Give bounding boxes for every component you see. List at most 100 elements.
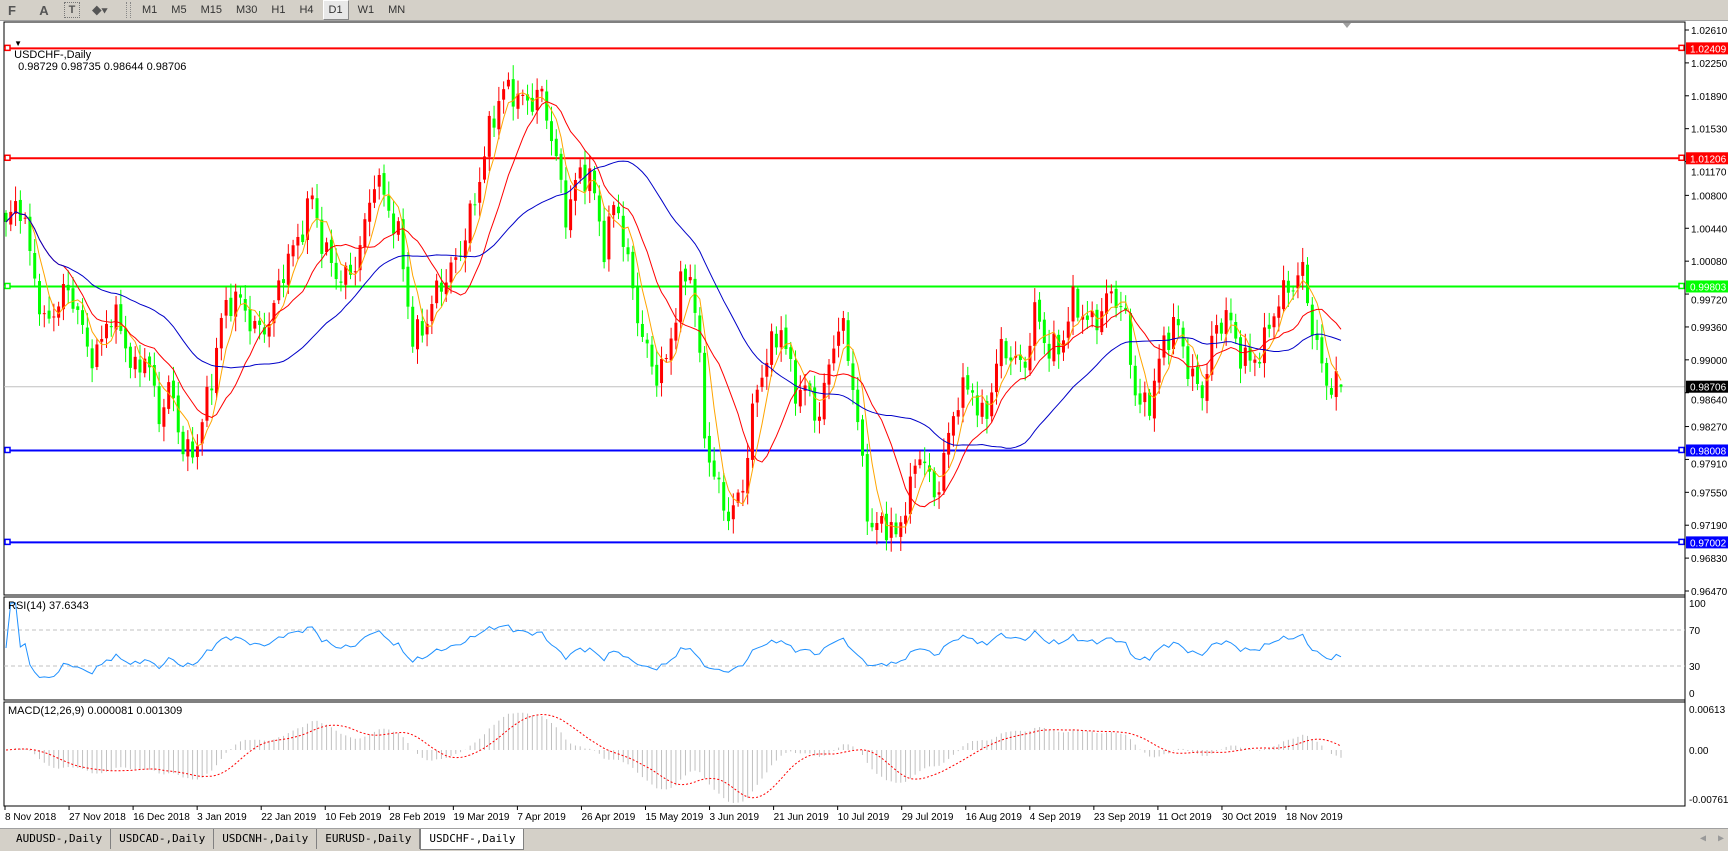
candle-body — [18, 199, 22, 222]
candle-body — [554, 138, 558, 157]
timeframe-m1[interactable]: M1 — [142, 4, 158, 16]
candle-body — [861, 419, 865, 456]
rsi-axis-label: 30 — [1689, 662, 1701, 673]
line-price-label-bg — [1686, 152, 1728, 165]
collapse-triangle-icon[interactable]: ▼ — [14, 39, 23, 48]
timeframe-w1[interactable]: W1 — [357, 4, 375, 16]
candle-body — [406, 266, 410, 307]
ohlc-values: 0.98729 0.98735 0.98644 0.98706 — [18, 61, 187, 73]
tab-usdchf[interactable]: USDCHF-,Daily — [420, 829, 525, 850]
candle-body — [396, 221, 400, 235]
candle-body — [210, 388, 214, 391]
macd-label: MACD(12,26,9) 0.000081 0.001309 — [8, 705, 183, 717]
candle-body — [272, 302, 276, 324]
grid-icon[interactable]: F — [8, 2, 16, 18]
line-price-label-bg — [1686, 42, 1728, 55]
candle-body — [444, 282, 448, 295]
candle-body — [492, 118, 496, 128]
candle-body — [47, 310, 51, 319]
candle-body — [100, 339, 104, 342]
candle-body — [344, 265, 348, 285]
candle-body — [593, 170, 597, 194]
candle-body — [578, 167, 582, 179]
candle-body — [985, 401, 989, 419]
candle-body — [262, 327, 266, 335]
candle-body — [717, 477, 721, 480]
candle-body — [1186, 346, 1190, 380]
candle-body — [1176, 319, 1180, 326]
price-chart[interactable]: 1.02610 1.02250 1.01890 1.01530 1.01170 1.008… — [0, 0, 1728, 828]
timeframe-d1[interactable]: D1 — [322, 0, 349, 20]
candle-body — [937, 492, 941, 495]
moving-average-line — [5, 160, 1342, 449]
candle-body — [1191, 368, 1195, 377]
candle-body — [731, 505, 735, 520]
scroll-right-icon[interactable]: ▶ — [1718, 833, 1725, 844]
date-tick-label: 26 Apr 2019 — [581, 812, 635, 823]
toolbar: F A T ⬥▾ M1 M5 M15 M30 H1 H4 D1 W1 MN — [0, 0, 1728, 21]
date-tick-label: 8 Nov 2018 — [5, 812, 57, 823]
candle-body — [1095, 309, 1099, 331]
candle-body — [966, 375, 970, 390]
rsi-panel-frame — [3, 596, 1686, 701]
candle-body — [564, 180, 568, 228]
candle-body — [368, 202, 372, 222]
price-tick-label: 1.01530 — [1691, 125, 1728, 136]
candle-body — [90, 348, 94, 369]
timeframe-h1[interactable]: H1 — [271, 4, 286, 16]
candle-body — [583, 164, 587, 192]
candle-body — [28, 216, 32, 252]
arrows-icon[interactable]: ⬥▾ — [92, 2, 108, 17]
candle-body — [1325, 362, 1329, 386]
timeframe-m5[interactable]: M5 — [171, 4, 187, 16]
chart-tabs: AUDUSD-,Daily USDCAD-,Daily USDCNH-,Dail… — [0, 828, 1728, 851]
candle-body — [607, 216, 611, 260]
candle-body — [325, 242, 329, 253]
price-tick-label: 0.97190 — [1691, 521, 1728, 532]
timeframe-m30[interactable]: M30 — [235, 4, 258, 16]
date-tick-label: 10 Feb 2019 — [325, 812, 382, 823]
text-icon[interactable]: A — [39, 2, 49, 18]
tab-usdcnh[interactable]: USDCNH-,Daily — [214, 829, 318, 849]
candle-body — [1253, 359, 1257, 363]
line-anchor-left — [4, 282, 11, 290]
candle-body — [1267, 324, 1271, 329]
candle-body — [784, 327, 788, 349]
tab-audusd[interactable]: AUDUSD-,Daily — [0, 829, 112, 849]
candle-body — [76, 306, 80, 310]
candle-body — [195, 446, 199, 457]
candle-body — [1229, 312, 1233, 321]
candle-body — [1081, 316, 1085, 320]
candle-body — [57, 306, 61, 318]
candle-body — [482, 156, 486, 180]
candle-body — [191, 441, 195, 458]
candle-body — [463, 240, 467, 258]
candle-body — [1224, 310, 1228, 334]
timeframe-h4[interactable]: H4 — [299, 4, 314, 16]
candle-body — [1071, 286, 1075, 322]
candle-body — [205, 386, 209, 421]
candle-body — [215, 347, 219, 394]
candle-body — [688, 277, 692, 281]
timeframe-mn[interactable]: MN — [388, 4, 406, 16]
scroll-left-icon[interactable]: ◀ — [1700, 833, 1707, 844]
candle-body — [1219, 322, 1223, 334]
rsi-axis-label: 100 — [1689, 599, 1706, 610]
date-tick-label: 22 Jan 2019 — [261, 812, 316, 823]
toolbar-separator — [126, 2, 131, 18]
candle-body — [774, 333, 778, 348]
candle-body — [186, 439, 190, 457]
candle-body — [760, 377, 764, 387]
current-price-label: 0.98706 — [1690, 383, 1727, 394]
tab-usdcad[interactable]: USDCAD-,Daily — [111, 829, 215, 849]
candle-body — [636, 286, 640, 324]
candle-body — [1042, 319, 1046, 344]
candle-body — [870, 522, 874, 528]
candle-body — [152, 364, 156, 386]
text-label-icon[interactable]: T — [64, 2, 80, 18]
timeframe-m15[interactable]: M15 — [200, 4, 222, 16]
candle-body — [248, 308, 252, 332]
price-tick-label: 0.97550 — [1691, 488, 1728, 499]
candle-body — [401, 219, 405, 270]
tab-eurusd[interactable]: EURUSD-,Daily — [317, 829, 421, 849]
